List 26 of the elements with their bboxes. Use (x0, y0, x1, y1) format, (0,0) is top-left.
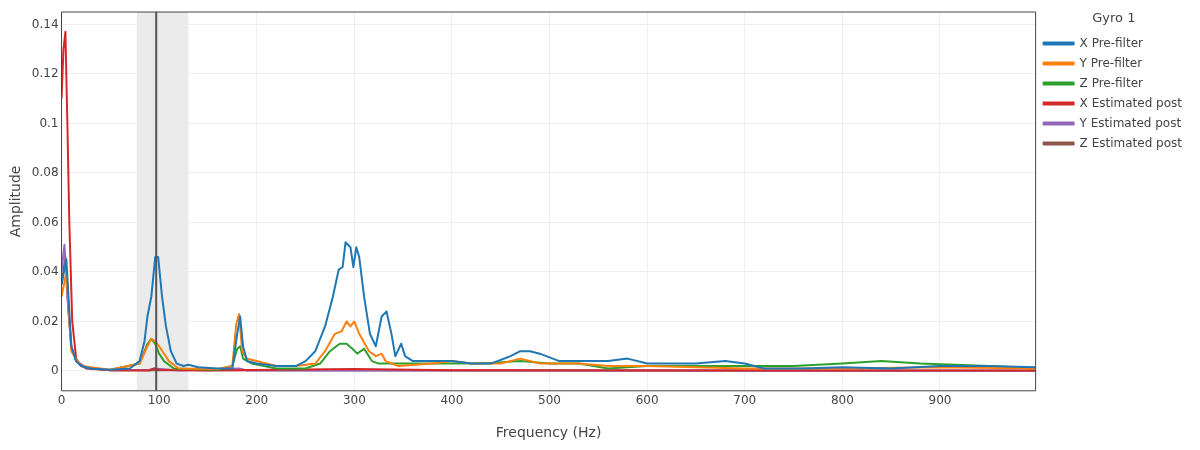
y-axis-title: Amplitude (7, 165, 24, 238)
y-tick-label: 0.12 (31, 66, 59, 81)
y-tick-label: 0 (50, 363, 59, 378)
x-axis-title: Frequency (Hz) (495, 424, 602, 441)
y-tick-label: 0.06 (31, 214, 59, 229)
legend-label: Z Estimated post (1079, 135, 1183, 150)
x-tick-label: 900 (928, 393, 952, 408)
x-tick-label: 500 (538, 393, 561, 408)
x-tick-label: 400 (440, 393, 464, 408)
legend-label: Y Estimated post (1078, 115, 1182, 130)
y-tick-label: 0.04 (31, 264, 59, 279)
x-tick-label: 700 (733, 393, 757, 408)
legend-label: X Estimated post (1079, 95, 1183, 110)
legend-label: Z Pre-filter (1079, 75, 1144, 90)
x-tick-label: 100 (147, 393, 171, 408)
legend-title: Gyro 1 (1092, 9, 1136, 25)
y-tick-label: 0.02 (31, 313, 59, 328)
x-tick-label: 600 (635, 393, 659, 408)
x-tick-label: 200 (245, 393, 269, 408)
x-tick-label: 300 (342, 393, 366, 408)
x-tick-label: 800 (830, 393, 854, 408)
legend-label: X Pre-filter (1079, 35, 1144, 50)
legend-label: Y Pre-filter (1078, 55, 1143, 70)
y-tick-label: 0.14 (31, 16, 59, 31)
y-tick-label: 0.08 (31, 165, 59, 180)
y-tick-label: 0.1 (39, 115, 59, 130)
